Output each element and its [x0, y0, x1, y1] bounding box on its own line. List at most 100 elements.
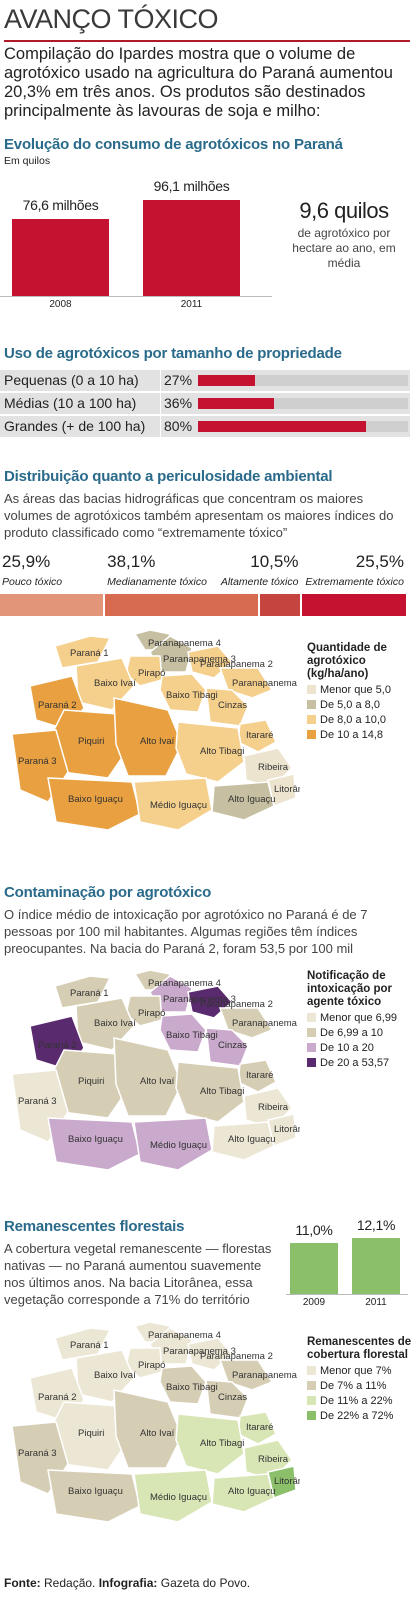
map-label-baixo-tibagi: Baixo Tibagi — [166, 1030, 218, 1041]
map-label-cinzas: Cinzas — [218, 1392, 247, 1403]
map-label-baixo-tibagi: Baixo Tibagi — [166, 1382, 218, 1393]
property-divider — [160, 393, 161, 414]
property-bar — [198, 375, 255, 386]
contamination-map: Paranapanema 4 Paraná 1 Paranapanema 3 Para… — [0, 966, 314, 1181]
map-label-paranapanema3: Paranapanema 3 — [163, 994, 236, 1005]
property-percent: 80% — [164, 418, 193, 434]
map-label-alto-ivai: Alto Ivaí — [140, 1076, 175, 1087]
forest-title: Remanescentes florestais — [4, 1218, 185, 1235]
forest-bar-2011 — [352, 1238, 400, 1294]
consumption-bar-2011 — [143, 199, 240, 296]
map-label-alto-ivai: Alto Ivaí — [140, 736, 175, 747]
map-label-parana3: Paraná 3 — [18, 1448, 57, 1459]
map-label-baixo-ivai: Baixo Ivaí — [94, 1370, 136, 1381]
map-label-piquiri: Piquiri — [78, 736, 104, 747]
forest-text: A cobertura vegetal remanescente — flore… — [4, 1241, 272, 1307]
legend-item: De 20 a 53,57 — [307, 1057, 412, 1069]
map-label-parana3: Paraná 3 — [18, 1096, 57, 1107]
map-label-baixo-ivai: Baixo Ivaí — [94, 678, 136, 689]
map-label-parana1: Paraná 1 — [70, 648, 109, 659]
legend-item: De 7% a 11% — [307, 1380, 412, 1392]
map-label-litoranea: Litorânea — [274, 784, 300, 795]
forest-bar-2009 — [290, 1243, 338, 1294]
map-label-parana2: Paraná 2 — [38, 700, 77, 711]
legend-label: De 11% a 22% — [320, 1395, 393, 1407]
map-label-litoranea: Litorânea — [274, 1476, 300, 1487]
consumption-value-label: 76,6 milhões — [22, 197, 99, 214]
map-label-paranapanema1: Paranapanema 1 — [232, 678, 300, 689]
legend-swatch — [307, 1028, 316, 1037]
property-title: Uso de agrotóxicos por tamanho de propri… — [4, 345, 342, 362]
map-label-ribeira: Ribeira — [258, 1102, 289, 1113]
legend-label: De 8,0 a 10,0 — [320, 714, 387, 726]
legend-swatch — [307, 1013, 316, 1022]
hazard-text: As áreas das bacias hidrográficas que co… — [4, 491, 394, 540]
legend-item: Menor que 6,99 — [307, 1012, 412, 1024]
contamination-text: O índice médio de intoxicação por agrotó… — [4, 907, 368, 956]
legend-item: Menor que 5,0 — [307, 684, 412, 696]
property-divider — [160, 416, 161, 437]
map-label-cinzas: Cinzas — [218, 1040, 247, 1051]
map-label-cinzas: Cinzas — [218, 700, 247, 711]
map-region-baixo-tibagi — [159, 1013, 207, 1053]
map-region-alto-tibagi — [175, 1061, 245, 1123]
legend-label: De 7% a 11% — [320, 1380, 387, 1392]
map-label-itarare: Itararé — [246, 730, 273, 741]
hazard-percent: 38,1% — [107, 552, 156, 571]
legend-item: Menor que 7% — [307, 1365, 412, 1377]
legend-item: De 10 a 20 — [307, 1042, 412, 1054]
hazard-segment — [259, 594, 301, 616]
legend-swatch — [307, 1396, 316, 1405]
per-hectare-box: 9,6 quilos de agrotóxico por hectare ao … — [278, 198, 410, 271]
hazard-percent: 25,9% — [2, 552, 51, 571]
hazard-title: Distribuição quanto a periculosidade amb… — [4, 468, 333, 485]
map-region-baixo-iguacu — [47, 1469, 141, 1523]
map-label-litoranea: Litorânea — [274, 1124, 300, 1135]
forest-value-label: 11,0% — [295, 1222, 333, 1239]
legend-item: De 11% a 22% — [307, 1395, 412, 1407]
map-region-alto-tibagi — [175, 721, 245, 783]
map-region-alto-iguacu — [211, 1121, 275, 1161]
pesticide-legend: Quantidade de agrotóxico (kg/ha/ano) Meno… — [307, 642, 412, 741]
map-region-alto-iguacu — [211, 781, 275, 821]
property-percent: 27% — [164, 372, 193, 388]
map-region-litoranea — [267, 1113, 297, 1147]
property-category: Médias (10 a 100 ha) — [4, 395, 137, 411]
per-hectare-caption: de agrotóxico por hectare ao ano, em méd… — [292, 226, 396, 270]
map-label-paranapanema2: Paranapanema 2 — [200, 999, 273, 1010]
forest-value-label: 12,1% — [356, 1217, 396, 1234]
property-percent: 36% — [164, 395, 193, 411]
consumption-baseline — [0, 296, 272, 297]
map-label-piquiri: Piquiri — [78, 1076, 104, 1087]
map-label-ribeira: Ribeira — [258, 1454, 289, 1465]
map-label-pirapo: Pirapó — [138, 668, 165, 679]
map-region-baixo-iguacu — [47, 777, 141, 831]
page-title: AVANÇO TÓXICO — [4, 4, 219, 34]
hazard-percent: 10,5% — [250, 552, 299, 571]
hazard-chart: 25,9% Pouco tóxico 38,1% Medianamente tóxic… — [0, 552, 410, 618]
map-label-paranapanema4: Paranapanema 4 — [148, 978, 221, 989]
legend-swatch — [307, 700, 316, 709]
consumption-value-label: 96,1 milhões — [153, 177, 230, 194]
hazard-segment — [105, 594, 258, 616]
forest-year-label: 2009 — [302, 1297, 326, 1308]
property-track — [198, 398, 408, 409]
hazard-label: Altamente tóxico — [220, 576, 299, 588]
per-hectare-value: 9,6 quilos — [299, 198, 389, 223]
property-row: Médias (10 a 100 ha) 36% — [0, 393, 410, 415]
footer: Fonte: Redação. Infografia: Gazeta do Po… — [4, 1576, 250, 1590]
legend-swatch — [307, 1058, 316, 1067]
property-row: Grandes (+ de 100 ha) 80% — [0, 416, 410, 438]
map-label-baixo-iguacu: Baixo Iguaçu — [68, 794, 123, 805]
map-region-litoranea — [267, 773, 297, 807]
map-label-alto-iguacu: Alto Iguaçu — [228, 1486, 276, 1497]
property-bar — [198, 398, 274, 409]
map-region-baixo-tibagi — [159, 1365, 207, 1405]
map-label-baixo-tibagi: Baixo Tibagi — [166, 690, 218, 701]
property-category: Grandes (+ de 100 ha) — [4, 418, 146, 434]
map-label-itarare: Itararé — [246, 1070, 273, 1081]
map-label-parana1: Paraná 1 — [70, 1340, 109, 1351]
map-label-medio-iguacu: Médio Iguaçu — [150, 800, 207, 811]
